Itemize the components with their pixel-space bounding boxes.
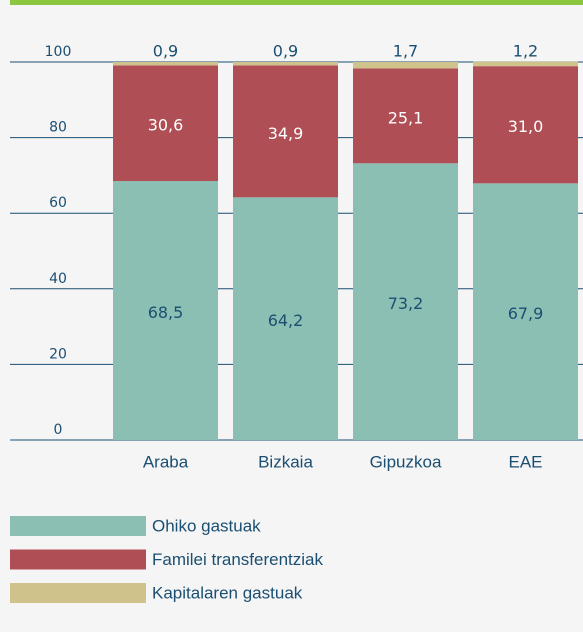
bars [113, 61, 578, 440]
value-label: 34,9 [268, 124, 304, 143]
bar-segment [113, 65, 218, 182]
bar-segment [353, 163, 458, 440]
value-label: 1,7 [393, 42, 418, 61]
bar-segment [473, 183, 578, 440]
bar-segment [113, 62, 218, 66]
y-tick-label: 0 [54, 422, 63, 438]
x-tick-label: Gipuzkoa [370, 452, 442, 471]
bar-segment [233, 62, 338, 66]
top-rule [10, 0, 583, 5]
legend-label: Familei transferentziak [152, 550, 324, 569]
value-label: 1,2 [513, 42, 538, 61]
legend-label: Ohiko gastuak [152, 516, 261, 535]
bar-segment [473, 61, 578, 67]
x-tick-label: EAE [508, 452, 542, 471]
y-tick-label: 80 [49, 120, 67, 136]
x-tick-label: Bizkaia [258, 452, 313, 471]
value-label: 64,2 [268, 311, 304, 330]
y-tick-label: 20 [49, 346, 67, 362]
legend: Ohiko gastuak Familei transferentziak Kapi… [10, 516, 324, 603]
legend-swatch [10, 583, 146, 603]
value-label: 25,1 [388, 108, 424, 127]
y-tick-label: 60 [49, 195, 67, 211]
value-label: 73,2 [388, 294, 424, 313]
value-label: 31,0 [508, 117, 544, 136]
value-label: 0,9 [153, 42, 178, 61]
y-tick-label: 40 [49, 271, 67, 287]
bar-segment [353, 68, 458, 164]
bar-segment [233, 197, 338, 440]
bar-segment [473, 66, 578, 184]
x-tick-label: Araba [143, 452, 189, 471]
y-tick-label: 100 [45, 44, 72, 60]
value-label: 67,9 [508, 304, 544, 323]
value-label: 68,5 [148, 303, 184, 322]
value-label: 0,9 [273, 42, 298, 61]
bar-segment [233, 65, 338, 198]
value-label: 30,6 [148, 116, 184, 135]
legend-label: Kapitalaren gastuak [152, 583, 303, 602]
legend-swatch [10, 549, 146, 570]
bar-segment [113, 181, 218, 440]
labels: 0 20 40 60 80 100 Araba 68,5 30,6 0,9 Bizkaia 64,2 3… [45, 42, 544, 472]
bar-segment [353, 62, 458, 69]
legend-swatch [10, 516, 146, 536]
